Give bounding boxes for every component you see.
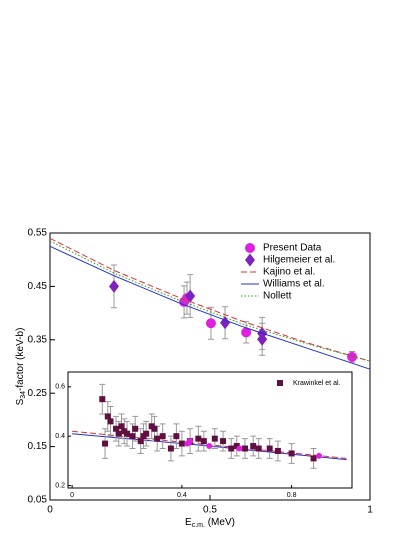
point (266, 445, 273, 452)
point (205, 318, 216, 329)
point (241, 445, 248, 452)
point (137, 438, 144, 445)
point (173, 433, 180, 440)
legend-label: Present Data (263, 243, 322, 254)
point (109, 279, 119, 293)
x-tick-label: 0.5 (203, 505, 217, 516)
point (236, 445, 243, 452)
y-tick-label: 0.6 (55, 384, 65, 391)
point (154, 435, 161, 442)
point (113, 425, 120, 432)
point (274, 447, 281, 454)
point (159, 433, 166, 440)
axis-label-main: S (15, 398, 26, 405)
axis-label-sub: 34 (20, 391, 27, 399)
legend-label: Krawinkel et al. (293, 380, 341, 387)
legend-swatch (245, 253, 255, 267)
point (102, 440, 109, 447)
point (129, 433, 136, 440)
point (310, 455, 317, 462)
point (250, 443, 257, 450)
curve (49, 237, 371, 362)
y-tick-label: 0.15 (28, 441, 48, 452)
x-tick-label: 0.8 (287, 492, 297, 499)
point (118, 423, 125, 430)
point (104, 413, 111, 420)
point (206, 443, 213, 450)
x-tick-label: 0 (47, 505, 53, 516)
point (185, 289, 196, 303)
x-tick-label: 0 (70, 492, 74, 499)
axis-label: Ec.m. (MeV) (185, 517, 235, 530)
point (347, 351, 358, 362)
curve (49, 240, 371, 362)
x-tick-label: 0.4 (177, 492, 187, 499)
point (115, 430, 122, 437)
point (220, 438, 227, 445)
axis-label-rest: -factor (keV-b) (15, 328, 26, 391)
y-tick-label: 0.55 (28, 228, 48, 239)
x-tick-label: 1 (367, 505, 373, 516)
point (107, 418, 114, 425)
legend-label: Hilgemeier et al. (263, 255, 335, 266)
point (288, 450, 295, 457)
point (195, 435, 202, 442)
point (257, 332, 268, 346)
axis-label-sub: c.m. (192, 522, 205, 529)
legend-label: Williams et al. (263, 279, 325, 290)
legend-label: Kajino et al. (263, 267, 315, 278)
axis-label-rest: (MeV) (205, 517, 235, 528)
point (187, 438, 194, 445)
legend-swatch (245, 243, 255, 253)
y-tick-label: 0.2 (55, 482, 65, 489)
point (167, 445, 174, 452)
point (123, 430, 130, 437)
point (99, 396, 106, 403)
point (178, 440, 185, 447)
point (211, 435, 218, 442)
point (316, 452, 323, 459)
y-tick-label: 0.4 (55, 433, 65, 440)
axis-label: S34-factor (keV-b) (15, 328, 28, 406)
y-tick-label: 0.45 (28, 281, 48, 292)
curve (49, 245, 371, 370)
point (233, 443, 240, 450)
axis-label-main: E (185, 517, 192, 528)
point (255, 445, 262, 452)
legend-swatch (277, 380, 283, 386)
point (200, 438, 207, 445)
y-tick-label: 0.05 (28, 495, 48, 506)
point (151, 425, 158, 432)
y-tick-label: 0.25 (28, 388, 48, 399)
y-tick-label: 0.35 (28, 334, 48, 345)
point (143, 430, 150, 437)
point (132, 425, 139, 432)
legend-label: Nollett (263, 291, 292, 302)
point (241, 327, 252, 338)
point (228, 445, 235, 452)
